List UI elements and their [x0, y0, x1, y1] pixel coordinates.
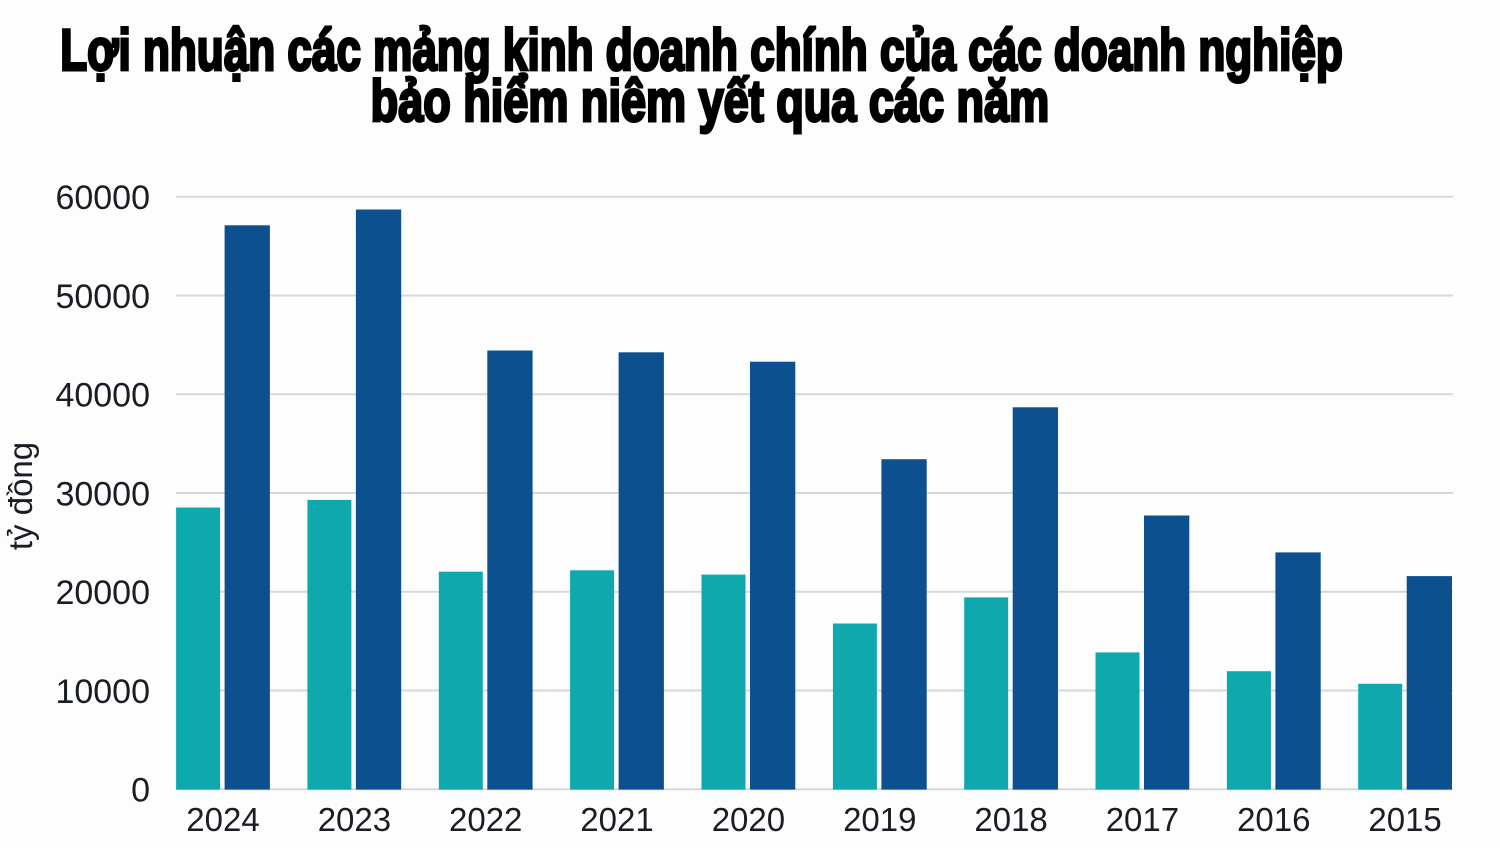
svg-text:2021: 2021	[580, 801, 653, 838]
svg-text:2019: 2019	[843, 801, 916, 838]
svg-text:2022: 2022	[449, 801, 522, 838]
svg-text:Lợi nhuận các mảng kinh doanh: Lợi nhuận các mảng kinh doanh chính của …	[60, 17, 1343, 82]
svg-text:2015: 2015	[1368, 801, 1441, 838]
svg-text:2018: 2018	[974, 801, 1047, 838]
svg-text:40000: 40000	[55, 377, 150, 415]
svg-text:2020: 2020	[712, 801, 785, 838]
svg-text:10000: 10000	[55, 673, 150, 711]
svg-text:2017: 2017	[1106, 801, 1179, 838]
svg-text:20000: 20000	[55, 574, 150, 612]
svg-text:60000: 60000	[55, 179, 150, 217]
svg-text:50000: 50000	[55, 278, 150, 316]
svg-text:bảo hiểm niêm yết qua các năm: bảo hiểm niêm yết qua các năm	[371, 70, 1050, 135]
svg-text:0: 0	[131, 772, 150, 810]
svg-text:2023: 2023	[318, 801, 391, 838]
svg-text:tỷ đồng: tỷ đồng	[2, 442, 39, 550]
svg-text:2024: 2024	[186, 801, 259, 838]
svg-text:2016: 2016	[1237, 801, 1310, 838]
svg-text:30000: 30000	[55, 475, 150, 513]
